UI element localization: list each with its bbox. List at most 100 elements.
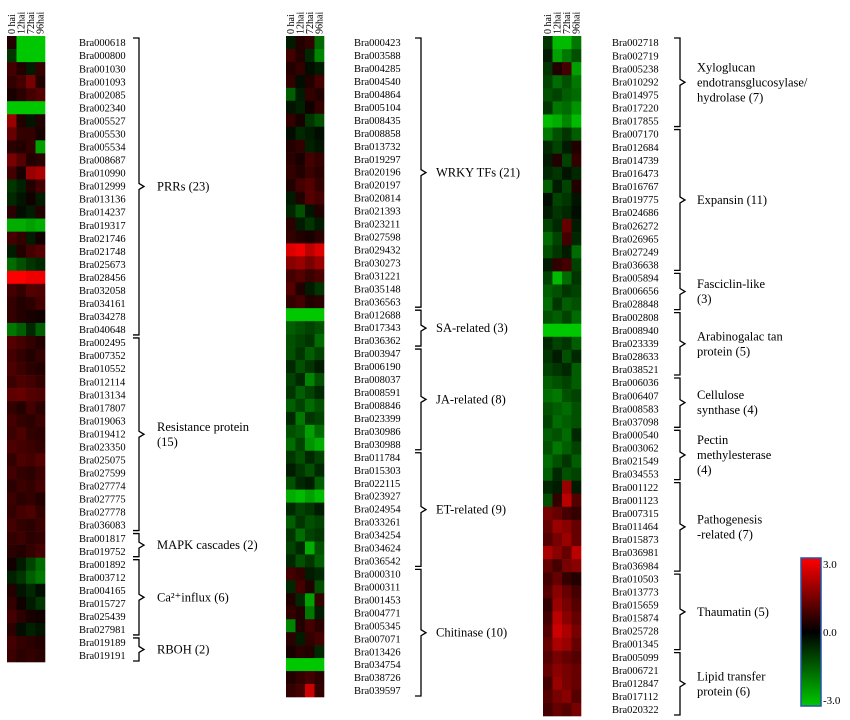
heatmap-cell: [16, 218, 27, 232]
heatmap-cell: [295, 48, 306, 63]
gene-label: Bra012999: [79, 182, 126, 193]
gene-label: Bra014237: [79, 208, 126, 219]
heatmap-cell: [286, 567, 296, 581]
gene-label: Bra001892: [79, 560, 126, 571]
heatmap-cell: [543, 572, 553, 586]
heatmap-cell: [26, 583, 36, 598]
heatmap-cell: [314, 476, 325, 490]
heatmap-cell: [305, 204, 315, 218]
color-scale-label: 3.0: [823, 559, 837, 571]
heatmap-cell: [571, 506, 582, 521]
heatmap-cell: [35, 479, 46, 493]
group-bracket: [674, 429, 687, 481]
column-label: 12hai: [295, 12, 306, 34]
heatmap-cell: [562, 245, 572, 259]
gene-label: Bra014975: [612, 91, 659, 102]
gene-label: Bra001093: [79, 77, 126, 88]
column-label: 72hai: [26, 12, 37, 34]
heatmap-cell: [314, 684, 325, 698]
heatmap-cell: [286, 282, 296, 296]
heatmap-cell: [7, 479, 17, 493]
heatmap-cell: [305, 36, 315, 50]
heatmap-cell: [295, 87, 306, 102]
group-label: WRKY TFs (21): [436, 166, 520, 180]
gene-label: Bra000311: [354, 582, 400, 593]
heatmap-cell: [552, 493, 563, 508]
heatmap-cell: [552, 179, 563, 194]
heatmap-cell: [295, 36, 306, 50]
heatmap-cell: [295, 476, 306, 490]
heatmap-cell: [16, 479, 27, 493]
heatmap-cell: [305, 684, 315, 698]
heatmap-cell: [552, 232, 563, 246]
heatmap-cell: [7, 283, 17, 298]
heatmap-cell: [7, 296, 17, 311]
heatmap-cell: [314, 308, 325, 322]
heatmap-cell: [543, 702, 553, 717]
heatmap-cell: [7, 62, 17, 76]
heatmap-cell: [314, 269, 325, 283]
gene-label: Bra036981: [612, 548, 659, 559]
heatmap-cell: [16, 335, 27, 350]
heatmap-cell: [16, 257, 27, 272]
group-bracket: [133, 637, 146, 662]
heatmap-cell: [7, 88, 17, 102]
heatmap-cell: [552, 598, 563, 612]
heatmap-cell: [314, 372, 325, 387]
heatmap-cell: [562, 663, 572, 678]
gene-label: Bra012847: [612, 679, 659, 690]
heatmap-cell: [305, 658, 315, 672]
heatmap-cell: [286, 554, 296, 568]
heatmap-cell: [7, 179, 17, 193]
heatmap-cell: [314, 113, 325, 128]
heatmap-cell: [571, 219, 582, 233]
gene-label: Bra004540: [354, 77, 401, 88]
heatmap-cell: [35, 244, 46, 259]
gene-label: Bra034553: [612, 470, 659, 481]
gene-label: Bra019775: [612, 195, 659, 206]
heatmap-cell: [314, 502, 325, 516]
heatmap-cell: [314, 295, 325, 309]
heatmap-cell: [543, 637, 553, 651]
heatmap-cell: [7, 401, 17, 415]
heatmap-cell: [26, 466, 36, 480]
heatmap-cell: [543, 650, 553, 664]
gene-label: Bra001122: [612, 483, 658, 494]
heatmap-cell: [16, 62, 27, 76]
heatmap-cell: [305, 528, 315, 542]
heatmap-cell: [305, 217, 315, 231]
heatmap-cell: [35, 609, 46, 624]
heatmap-cell: [7, 635, 17, 650]
heatmap-cell: [26, 309, 36, 324]
heatmap-cell: [26, 283, 36, 298]
heatmap-cell: [305, 476, 315, 490]
heatmap-cell: [35, 309, 46, 324]
heatmap-cell: [543, 493, 553, 508]
heatmap-cell: [562, 192, 572, 207]
heatmap-cell: [26, 140, 36, 154]
heatmap-cell: [562, 88, 572, 102]
gene-label: Bra016767: [612, 182, 659, 193]
heatmap-cell: [314, 593, 325, 607]
heatmap-cell: [7, 583, 17, 598]
heatmap-cell: [295, 165, 306, 179]
heatmap-cell: [552, 153, 563, 168]
heatmap-cell: [7, 257, 17, 272]
group-bracket: [674, 651, 687, 716]
group-label: ET-related (9): [436, 503, 506, 517]
gene-label: Bra000800: [79, 51, 126, 62]
heatmap-cell: [286, 126, 296, 140]
heatmap-cell: [314, 178, 325, 192]
heatmap-cell: [16, 283, 27, 298]
heatmap-cell: [552, 349, 563, 364]
heatmap-cell: [26, 322, 36, 337]
heatmap-cell: [35, 283, 46, 298]
heatmap-cell: [286, 74, 296, 89]
heatmap-cell: [314, 463, 325, 477]
heatmap-cell: [305, 87, 315, 102]
heatmap-cell: [295, 398, 306, 413]
heatmap-cell: [314, 489, 325, 503]
heatmap-cell: [571, 624, 582, 638]
heatmap-cell: [26, 257, 36, 272]
heatmap-cell: [562, 493, 572, 508]
